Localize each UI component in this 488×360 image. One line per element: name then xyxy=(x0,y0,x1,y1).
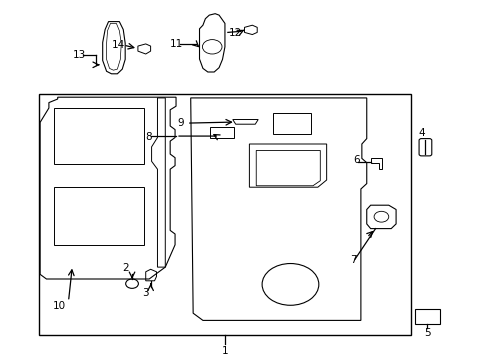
Text: 9: 9 xyxy=(177,118,183,128)
Text: 4: 4 xyxy=(417,127,424,138)
Bar xyxy=(39,94,410,335)
Bar xyxy=(54,108,144,164)
Text: 12: 12 xyxy=(228,28,242,38)
Text: 2: 2 xyxy=(122,263,128,273)
Polygon shape xyxy=(106,23,121,70)
Text: 13: 13 xyxy=(72,50,85,60)
Text: 10: 10 xyxy=(53,301,66,311)
Text: 6: 6 xyxy=(352,155,359,165)
Text: 14: 14 xyxy=(111,40,124,50)
Text: 8: 8 xyxy=(145,132,152,142)
Bar xyxy=(54,187,144,245)
Text: 7: 7 xyxy=(349,255,356,265)
Bar xyxy=(272,113,310,134)
Text: 1: 1 xyxy=(221,346,228,356)
Text: 11: 11 xyxy=(170,39,183,49)
Bar xyxy=(210,127,233,138)
Text: 5: 5 xyxy=(423,328,430,338)
Text: 3: 3 xyxy=(142,288,149,298)
Bar xyxy=(414,309,439,324)
